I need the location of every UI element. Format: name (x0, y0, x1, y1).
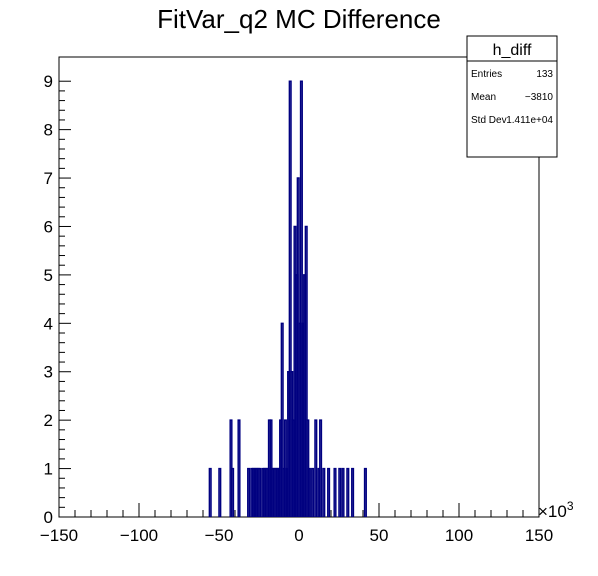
y-tick-label: 5 (44, 266, 53, 285)
y-tick-label: 4 (44, 314, 53, 333)
histogram-bin (237, 419, 241, 517)
y-tick-label: 9 (44, 72, 53, 91)
histogram-bars (208, 80, 367, 517)
stats-value-entries: 133 (536, 69, 553, 80)
y-tick-label: 6 (44, 217, 53, 236)
histogram-bin (299, 80, 303, 517)
stats-box: h_diff Entries 133 Mean −3810 Std Dev 1.… (466, 35, 558, 158)
histogram-bin (280, 322, 284, 517)
x-tick-label: 150 (525, 526, 553, 545)
stats-label-mean: Mean (471, 92, 496, 103)
y-tick-label: 0 (44, 508, 53, 527)
x-tick-label: −50 (205, 526, 234, 545)
histogram-bin (258, 467, 262, 517)
histogram-bin (327, 467, 331, 517)
histogram-bin (231, 467, 235, 517)
histogram-bin (247, 467, 251, 517)
x-tick-label: 0 (294, 526, 303, 545)
histogram-bin (333, 467, 337, 517)
chart-title: FitVar_q2 MC Difference (157, 4, 441, 34)
x-tick-label: −100 (120, 526, 158, 545)
histogram-bin (218, 467, 222, 517)
histogram-bin (363, 467, 367, 517)
x-axis-multiplier: ×103 (538, 499, 574, 521)
histogram-bin (304, 225, 308, 517)
histogram-bin (307, 467, 311, 517)
y-tick-label: 1 (44, 460, 53, 479)
histogram-bin (208, 467, 212, 517)
x-tick-label: 100 (445, 526, 473, 545)
y-tick-label: 8 (44, 121, 53, 140)
stats-value-stddev: 1.411e+04 (506, 115, 553, 126)
stats-value-mean: −3810 (525, 92, 554, 103)
histogram-bin (346, 467, 350, 517)
stats-label-stddev: Std Dev (471, 115, 507, 126)
histogram-bin (338, 467, 342, 517)
y-axis: 0 1 2 3 4 5 6 7 8 9 (44, 72, 71, 527)
x-tick-label: −150 (40, 526, 78, 545)
stats-box-frame (466, 35, 558, 158)
histogram-bin (319, 419, 323, 517)
histogram-bin (311, 467, 315, 517)
y-tick-label: 2 (44, 411, 53, 430)
x-tick-label: 50 (370, 526, 389, 545)
histogram-bin (341, 467, 345, 517)
histogram-bin (351, 467, 355, 517)
x-axis: −150 −100 −50 0 50 100 150 (40, 503, 553, 545)
histogram-bin (322, 467, 326, 517)
stats-label-entries: Entries (471, 69, 502, 80)
histogram-bin (314, 419, 318, 517)
y-tick-label: 7 (44, 169, 53, 188)
y-tick-label: 3 (44, 363, 53, 382)
histogram-bin (288, 80, 292, 517)
stats-hist-name: h_diff (493, 42, 532, 59)
